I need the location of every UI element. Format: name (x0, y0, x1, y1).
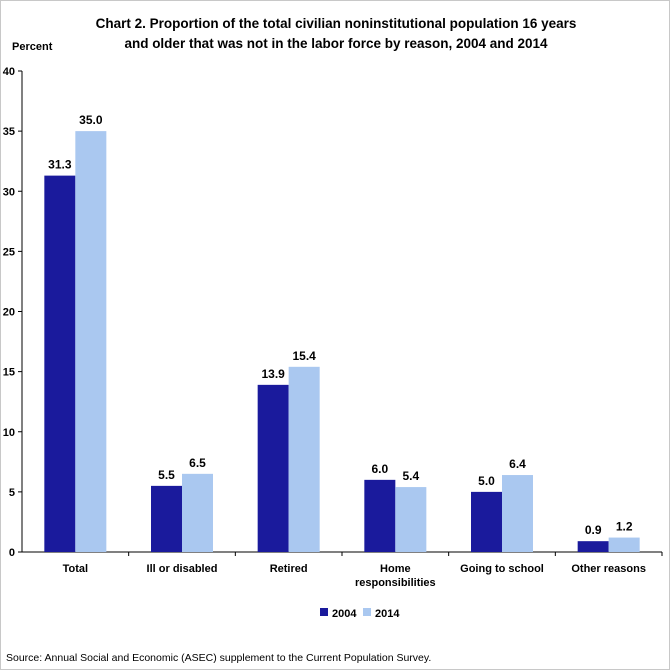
chart-title-line-2: and older that was not in the labor forc… (124, 36, 548, 51)
y-tick-label: 10 (3, 427, 15, 439)
y-tick-label: 0 (9, 547, 15, 559)
legend-swatch-2014 (363, 608, 371, 616)
x-tick-label: Going to school (460, 563, 544, 575)
bar-2004 (364, 479, 396, 552)
bar-2014 (608, 537, 640, 552)
data-label-2014: 6.4 (509, 457, 526, 471)
y-tick-label: 30 (3, 186, 15, 198)
chart-title: Chart 2. Proportion of the total civilia… (20, 14, 652, 54)
x-tick-label: Retired (270, 563, 308, 575)
bar-2014 (182, 473, 213, 552)
x-tick-label: responsibilities (355, 577, 436, 589)
y-tick-label: 35 (3, 126, 15, 138)
x-tick-label: Other reasons (571, 563, 646, 575)
legend-label-2014: 2014 (375, 608, 400, 620)
chart-title-line-1: Chart 2. Proportion of the total civilia… (95, 16, 577, 31)
data-label-2004: 0.9 (585, 523, 602, 537)
x-tick-label: Ill or disabled (147, 563, 218, 575)
x-tick-label: Home (380, 563, 411, 575)
data-label-2014: 5.4 (402, 469, 419, 483)
source-note: Source: Annual Social and Economic (ASEC… (6, 652, 432, 664)
legend-label-2004: 2004 (332, 608, 357, 620)
data-label-2014: 6.5 (189, 456, 206, 470)
bar-2004 (471, 491, 502, 552)
bar-2004 (577, 541, 609, 552)
bar-2004 (44, 175, 76, 552)
bar-2014 (395, 487, 427, 552)
y-tick-label: 40 (3, 66, 15, 78)
y-tick-label: 25 (3, 246, 15, 258)
bar-2004 (151, 485, 182, 552)
data-label-2004: 6.0 (371, 462, 388, 476)
y-tick-label: 20 (3, 307, 15, 319)
y-tick-label: 15 (3, 367, 15, 379)
x-tick-label: Total (63, 563, 88, 575)
bar-2004 (257, 384, 289, 552)
y-axis-label: Percent (12, 41, 53, 53)
data-label-2004: 13.9 (261, 367, 285, 381)
data-label-2014: 35.0 (79, 113, 103, 127)
data-label-2014: 1.2 (616, 520, 633, 534)
data-label-2014: 15.4 (292, 349, 316, 363)
y-tick-label: 5 (9, 487, 15, 499)
bar-2014 (502, 475, 533, 552)
data-label-2004: 5.0 (478, 474, 495, 488)
bar-2014 (75, 131, 107, 552)
data-label-2004: 5.5 (158, 468, 175, 482)
data-label-2004: 31.3 (48, 158, 72, 172)
legend-swatch-2004 (320, 608, 328, 616)
bar-2014 (288, 366, 320, 552)
